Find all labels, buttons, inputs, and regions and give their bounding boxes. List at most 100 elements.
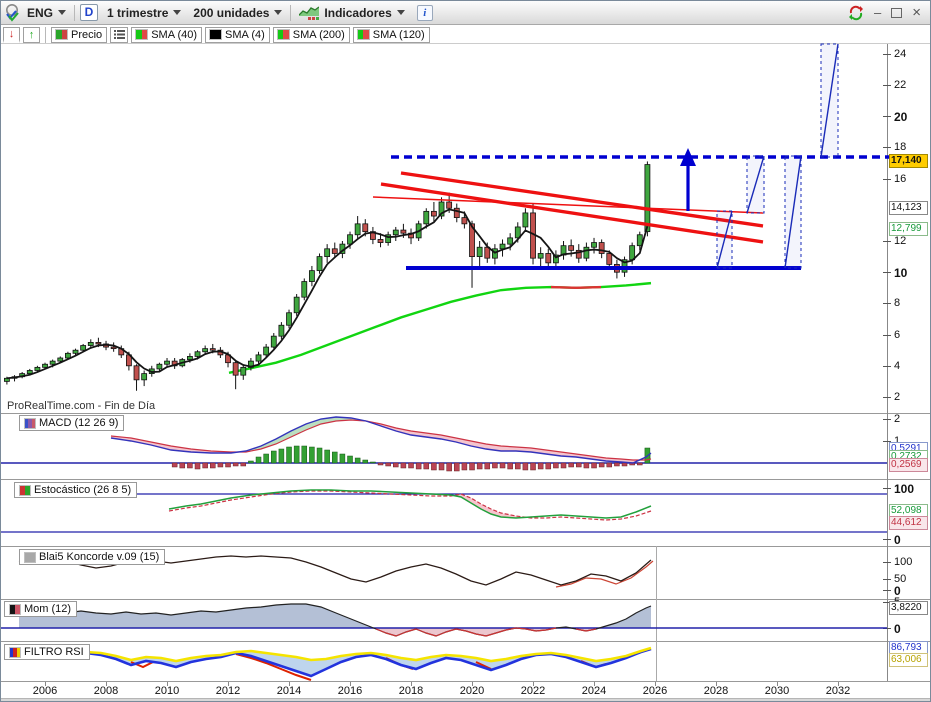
- axis-value-box: 12,799: [889, 222, 928, 236]
- chevron-down-icon: [396, 10, 405, 15]
- axis-tick-label: 100: [894, 556, 913, 568]
- chevron-down-icon: [173, 10, 182, 15]
- x-axis-year-label: 2008: [93, 685, 119, 697]
- axis-tick-label: 0: [894, 584, 901, 598]
- separator: [74, 4, 76, 21]
- sma-label: SMA (120): [372, 28, 425, 41]
- separator: [45, 26, 46, 43]
- x-axis-year-label: 2022: [520, 685, 546, 697]
- panel-label-text: Mom (12): [24, 603, 72, 615]
- maximize-button[interactable]: [891, 7, 903, 18]
- sma-label: SMA (4): [225, 28, 265, 41]
- sma-color-icon: [276, 29, 290, 40]
- x-axis-year-label: 2026: [642, 685, 668, 697]
- panel-label-koncorde[interactable]: Blai5 Koncorde v.09 (15): [19, 549, 166, 565]
- x-axis-year-label: 2018: [398, 685, 424, 697]
- sma-tag-group: SMA (40) SMA (4) SMA (200) SMA (120): [131, 26, 430, 43]
- indicator-color-icon: [9, 603, 21, 615]
- legend-sma-toggle-1[interactable]: SMA (4): [205, 26, 270, 43]
- indicator-color-icon: [19, 484, 31, 496]
- panel-label-text: Estocástico (26 8 5): [34, 484, 132, 496]
- panel-label-text: Blai5 Koncorde v.09 (15): [39, 551, 160, 563]
- legend-precio-label: Precio: [71, 28, 103, 41]
- x-axis-year-label: 2020: [459, 685, 485, 697]
- indicator-color-icon: [24, 417, 36, 429]
- axis-tick-label: 0: [894, 533, 901, 547]
- list-icon: [113, 30, 125, 39]
- axis-tick-label: 50: [894, 573, 907, 585]
- x-axis-year-label: 2030: [764, 685, 790, 697]
- axis-value-box: 86,793: [889, 641, 928, 655]
- axis-tick-label: 100: [894, 482, 915, 496]
- chevron-down-icon: [58, 10, 67, 15]
- indicator-color-icon: [24, 551, 36, 563]
- x-axis-year-label: 2028: [703, 685, 729, 697]
- x-axis-year-label: 2006: [32, 685, 58, 697]
- panel-label-text: FILTRO RSI: [24, 646, 84, 658]
- units-label: 200 unidades: [193, 5, 270, 20]
- timeframe-label: 1 trimestre: [107, 5, 169, 20]
- sma-color-icon: [135, 29, 149, 40]
- refresh-icon[interactable]: [848, 5, 864, 21]
- list-button[interactable]: [110, 26, 129, 43]
- daily-mode-button[interactable]: D: [80, 4, 99, 21]
- axis-value-box: 14,123: [889, 201, 928, 215]
- x-axis-year-label: 2024: [581, 685, 607, 697]
- panel-label-estocastico[interactable]: Estocástico (26 8 5): [14, 482, 138, 498]
- axis-tick-label: 2: [894, 413, 901, 425]
- axis-value-box: 0,2569: [889, 458, 928, 472]
- axis-tick-label: 4: [894, 360, 901, 372]
- legend-sma-toggle-2[interactable]: SMA (200): [272, 26, 350, 43]
- axis-tick-label: 8: [894, 297, 901, 309]
- info-button[interactable]: i: [416, 4, 433, 21]
- axis-tick-label: 24: [894, 48, 907, 60]
- x-axis-year-label: 2014: [276, 685, 302, 697]
- legend-precio[interactable]: Precio: [51, 26, 108, 43]
- x-axis-year-label: 2032: [825, 685, 851, 697]
- symbol-label: ENG: [27, 5, 54, 20]
- legend-sma-toggle-0[interactable]: SMA (40): [131, 26, 203, 43]
- sma-color-icon: [209, 29, 223, 40]
- axis-tick-label: 20: [894, 110, 908, 124]
- app-logo-icon: [4, 3, 21, 23]
- axis-value-box: 63,006: [889, 653, 928, 667]
- axis-tick-label: 22: [894, 79, 907, 91]
- order-down-button[interactable]: ↓: [3, 26, 20, 43]
- axis-tick-label: 0: [894, 622, 901, 636]
- mini-chart-icon: [298, 5, 320, 20]
- axis-tick-label: 12: [894, 235, 907, 247]
- chevron-down-icon: [274, 10, 283, 15]
- axis-tick-label: 18: [894, 141, 907, 153]
- sma-color-icon: [356, 29, 370, 40]
- window-resize-bar[interactable]: [1, 698, 930, 701]
- close-button[interactable]: ×: [912, 4, 921, 21]
- panel-label-macd[interactable]: MACD (12 26 9): [19, 415, 125, 431]
- axis-tick-label: 10: [894, 266, 908, 280]
- toolbar: ENG D 1 trimestre 200 unidades: [1, 1, 930, 25]
- x-axis-year-label: 2016: [337, 685, 363, 697]
- minimize-button[interactable]: –: [874, 5, 882, 20]
- separator: [290, 4, 292, 21]
- panel-label-text: MACD (12 26 9): [39, 417, 119, 429]
- indicators-button[interactable]: Indicadores: [293, 3, 410, 22]
- sma-label: SMA (40): [151, 28, 198, 41]
- symbol-select[interactable]: ENG: [21, 4, 72, 22]
- axis-value-box: 17,140: [889, 154, 928, 168]
- legend-sma-toggle-3[interactable]: SMA (120): [352, 26, 430, 43]
- panel-label-mom[interactable]: Mom (12): [4, 601, 78, 617]
- axis-value-box: 44,612: [889, 516, 928, 530]
- legend-bar: ↓ ↑ Precio SMA (40) SMA (4) SMA (200) SMA (…: [1, 26, 888, 43]
- axis-value-box: 3,8220: [889, 601, 928, 615]
- timeframe-select[interactable]: 1 trimestre: [101, 4, 187, 22]
- order-up-button[interactable]: ↑: [23, 26, 40, 43]
- units-select[interactable]: 200 unidades: [187, 4, 288, 22]
- axis-tick-label: 2: [894, 391, 901, 403]
- indicator-color-icon: [9, 646, 21, 658]
- panel-label-filtro-rsi[interactable]: FILTRO RSI: [4, 644, 90, 660]
- x-axis-year-label: 2010: [154, 685, 180, 697]
- axis-tick-label: 6: [894, 329, 901, 341]
- axis-tick-label: 1: [894, 435, 901, 447]
- price-color-icon: [55, 29, 68, 40]
